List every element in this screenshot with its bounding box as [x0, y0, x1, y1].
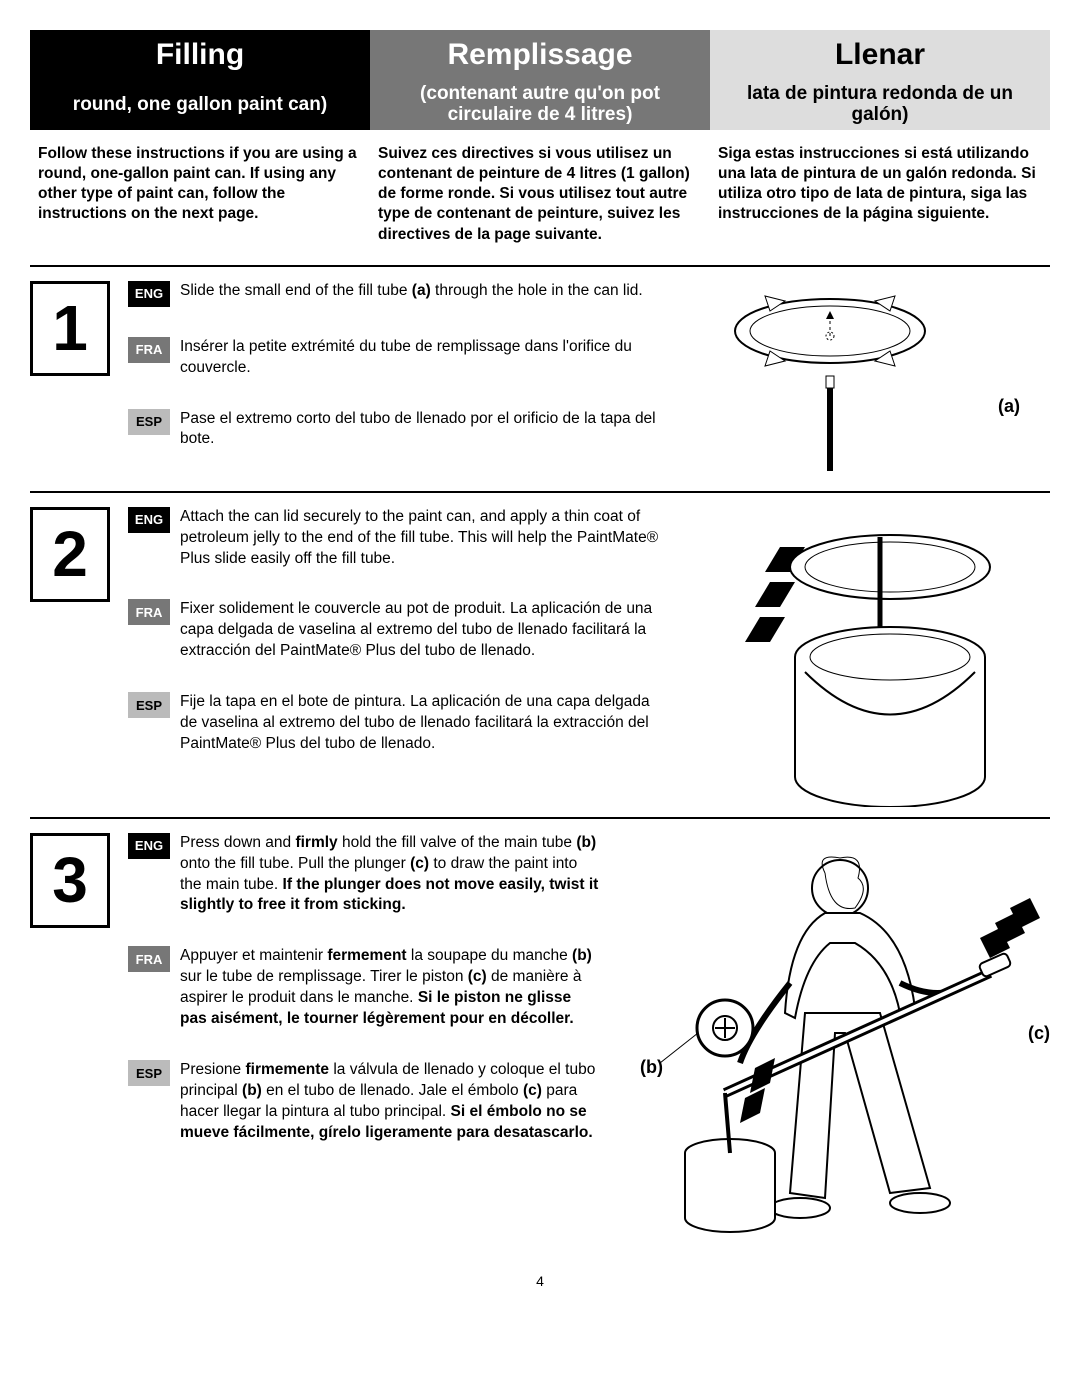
title-en: Filling	[30, 30, 370, 80]
badge-esp: ESP	[128, 1060, 170, 1086]
step-number: 1	[30, 281, 110, 376]
step-1: 1 ENG Slide the small end of the fill tu…	[30, 265, 1050, 481]
badge-esp: ESP	[128, 692, 170, 718]
step1-es: Pase el extremo corto del tubo de llenad…	[180, 409, 660, 451]
badge-fra: FRA	[128, 337, 170, 363]
step2-illustration	[710, 507, 1050, 807]
step-2: 2 ENG Attach the can lid securely to the…	[30, 491, 1050, 807]
step3-illustration: (b) (c)	[630, 833, 1050, 1253]
subtitle-es: lata de pintura redonda de un galón)	[710, 80, 1050, 130]
step-3: 3 ENG Press down and firmly hold the fil…	[30, 817, 1050, 1253]
intro-en: Follow these instructions if you are usi…	[30, 144, 370, 245]
label-c: (c)	[1028, 1023, 1050, 1044]
step3-en: Press down and firmly hold the fill valv…	[180, 833, 600, 917]
page-number: 4	[30, 1273, 1050, 1289]
step2-es: Fije la tapa en el bote de pintura. La a…	[180, 692, 660, 755]
badge-fra: FRA	[128, 946, 170, 972]
step2-fr: Fixer solidement le couvercle au pot de …	[180, 599, 660, 662]
badge-eng: ENG	[128, 833, 170, 859]
step1-en: Slide the small end of the fill tube (a)…	[180, 281, 643, 302]
intro-fr: Suivez ces directives si vous utilisez u…	[370, 144, 710, 245]
title-fr: Remplissage	[370, 30, 710, 80]
label-b: (b)	[640, 1057, 663, 1078]
step-number: 2	[30, 507, 110, 602]
badge-eng: ENG	[128, 281, 170, 307]
header-table: Filling Remplissage Llenar round, one ga…	[30, 30, 1050, 130]
step-number: 3	[30, 833, 110, 928]
step1-illustration: (a)	[710, 281, 1050, 481]
step2-en: Attach the can lid securely to the paint…	[180, 507, 660, 570]
intro-row: Follow these instructions if you are usi…	[30, 144, 1050, 245]
title-es: Llenar	[710, 30, 1050, 80]
subtitle-fr: (contenant autre qu'on pot circulaire de…	[370, 80, 710, 130]
subtitle-en: round, one gallon paint can)	[30, 80, 370, 130]
badge-fra: FRA	[128, 599, 170, 625]
intro-es: Siga estas instrucciones si está utiliza…	[710, 144, 1050, 245]
label-a: (a)	[998, 396, 1020, 417]
badge-eng: ENG	[128, 507, 170, 533]
step3-fr: Appuyer et maintenir fermement la soupap…	[180, 946, 600, 1030]
step3-es: Presione firmemente la válvula de llenad…	[180, 1060, 600, 1144]
badge-esp: ESP	[128, 409, 170, 435]
step1-fr: Insérer la petite extrémité du tube de r…	[180, 337, 660, 379]
